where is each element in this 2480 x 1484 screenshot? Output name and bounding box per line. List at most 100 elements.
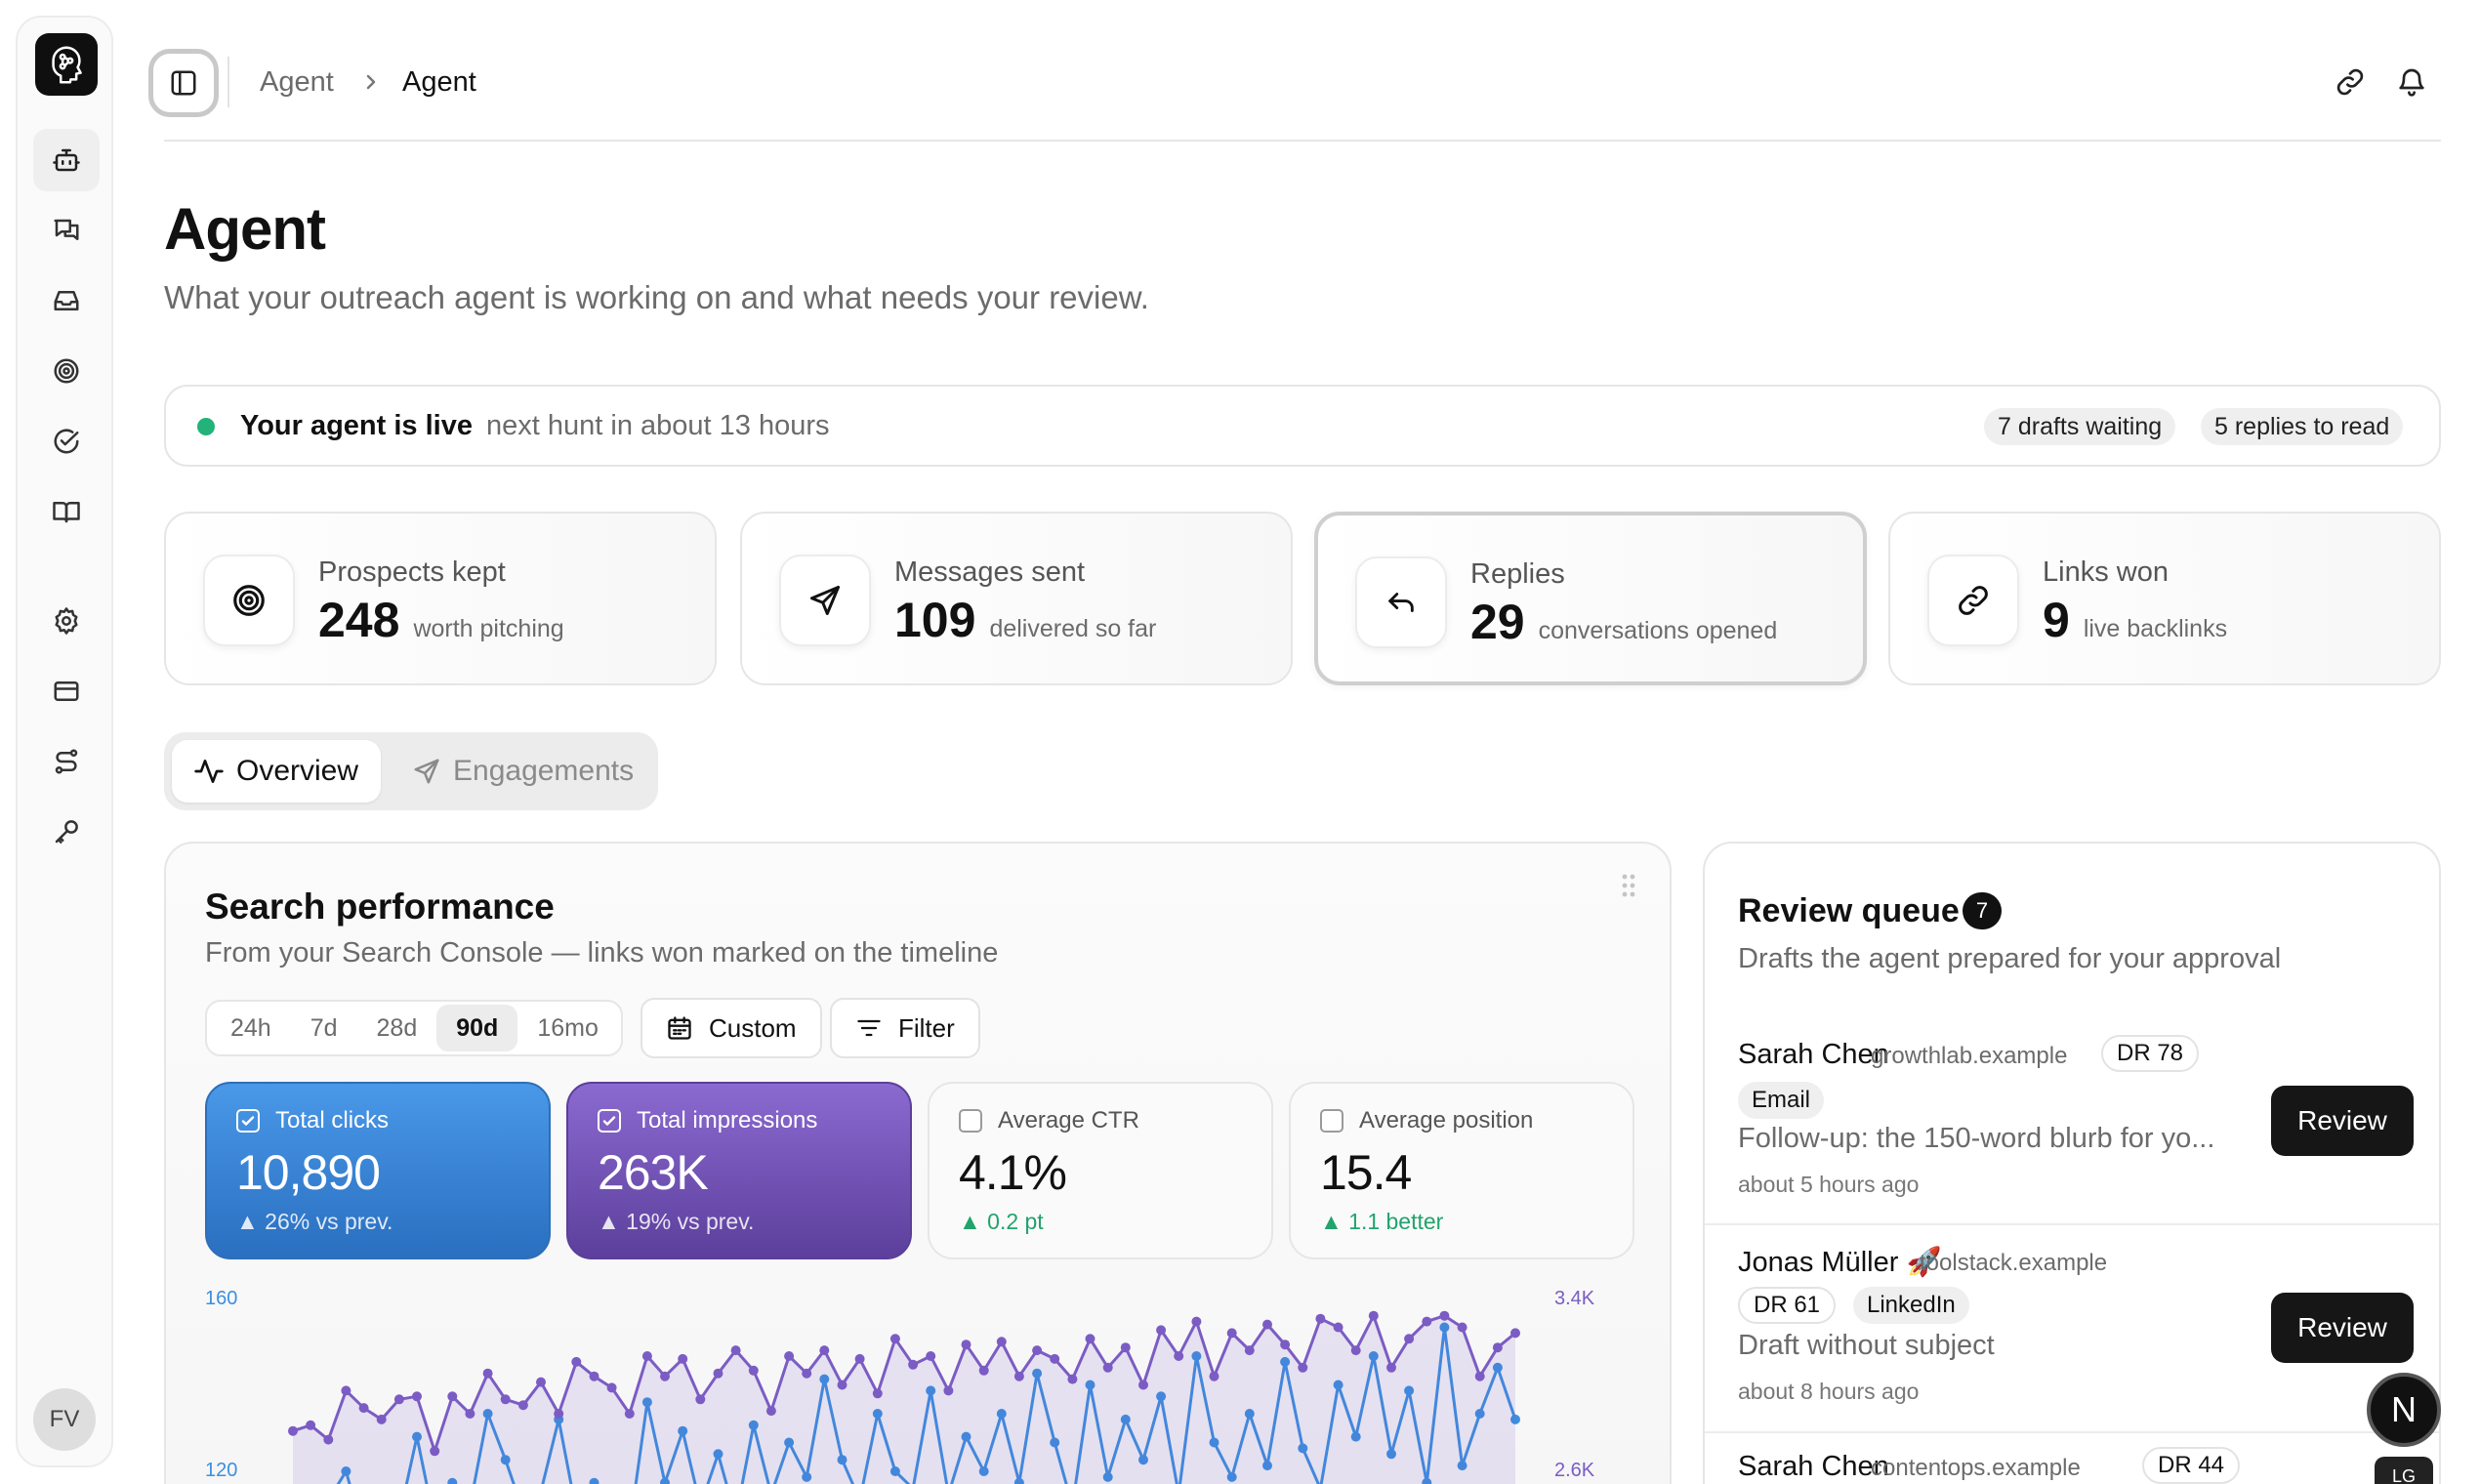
clicks-data-point[interactable]	[926, 1385, 936, 1396]
impressions-data-point[interactable]	[819, 1345, 830, 1356]
impressions-data-point[interactable]	[358, 1403, 369, 1414]
impressions-data-point[interactable]	[517, 1400, 528, 1411]
next-devtools-button[interactable]: N	[2367, 1373, 2441, 1447]
clicks-data-point[interactable]	[889, 1466, 900, 1476]
clicks-data-point[interactable]	[1298, 1443, 1308, 1454]
sidebar-toggle-button[interactable]	[148, 49, 219, 117]
checkbox-unchecked[interactable]	[1320, 1109, 1343, 1133]
impressions-data-point[interactable]	[288, 1425, 298, 1436]
impressions-data-point[interactable]	[802, 1368, 812, 1379]
impressions-data-point[interactable]	[341, 1385, 351, 1396]
impressions-data-point[interactable]	[1298, 1362, 1308, 1373]
impressions-data-point[interactable]	[1439, 1310, 1450, 1321]
clicks-data-point[interactable]	[482, 1409, 493, 1419]
impressions-data-point[interactable]	[748, 1365, 759, 1376]
impressions-data-point[interactable]	[1386, 1362, 1396, 1373]
impressions-data-point[interactable]	[482, 1368, 493, 1379]
clicks-data-point[interactable]	[1474, 1409, 1485, 1419]
copy-link-button[interactable]	[2331, 62, 2370, 102]
impressions-data-point[interactable]	[1174, 1351, 1184, 1361]
clicks-data-point[interactable]	[996, 1409, 1007, 1419]
impressions-data-point[interactable]	[996, 1337, 1007, 1347]
impressions-data-point[interactable]	[837, 1380, 847, 1390]
tab-overview[interactable]: Overview	[172, 740, 381, 803]
nav-settings[interactable]	[33, 590, 100, 652]
clicks-data-point[interactable]	[1422, 1477, 1432, 1484]
clicks-data-point[interactable]	[1404, 1385, 1415, 1396]
clicks-data-point[interactable]	[1102, 1471, 1113, 1482]
nav-inbox[interactable]	[33, 269, 100, 332]
nav-docs[interactable]	[33, 480, 100, 543]
impressions-data-point[interactable]	[571, 1356, 582, 1367]
nav-integrations[interactable]	[33, 730, 100, 793]
filter-button[interactable]: Filter	[830, 998, 980, 1058]
review-button[interactable]: Review	[2271, 1086, 2414, 1156]
nav-prospects[interactable]	[33, 340, 100, 402]
impressions-data-point[interactable]	[1510, 1328, 1520, 1339]
impressions-data-point[interactable]	[1280, 1340, 1291, 1350]
impressions-data-point[interactable]	[554, 1409, 564, 1419]
clicks-data-point[interactable]	[1120, 1414, 1131, 1424]
impressions-data-point[interactable]	[1050, 1353, 1060, 1364]
impressions-data-point[interactable]	[784, 1351, 795, 1361]
clicks-data-point[interactable]	[412, 1431, 422, 1442]
clicks-data-point[interactable]	[784, 1437, 795, 1448]
range-16mo[interactable]: 16mo	[537, 1014, 599, 1042]
impressions-data-point[interactable]	[500, 1394, 511, 1405]
impressions-data-point[interactable]	[1368, 1310, 1379, 1321]
metric-average-ctr[interactable]: Average CTR 4.1% ▲ 0.2 pt	[928, 1082, 1273, 1259]
impressions-data-point[interactable]	[1422, 1316, 1432, 1327]
checkbox-unchecked[interactable]	[959, 1109, 982, 1133]
stat-card-prospects[interactable]: Prospects kept 248 worth pitching	[164, 512, 717, 685]
impressions-data-point[interactable]	[660, 1371, 670, 1381]
impressions-data-point[interactable]	[961, 1340, 971, 1350]
clicks-data-point[interactable]	[713, 1449, 723, 1460]
clicks-data-point[interactable]	[500, 1455, 511, 1465]
range-90d[interactable]: 90d	[436, 1005, 518, 1051]
impressions-data-point[interactable]	[1226, 1328, 1237, 1339]
clicks-data-point[interactable]	[1244, 1409, 1255, 1419]
clicks-data-point[interactable]	[872, 1409, 883, 1419]
impressions-data-point[interactable]	[306, 1420, 316, 1430]
checkbox-checked[interactable]	[598, 1109, 621, 1133]
stat-card-replies[interactable]: Replies 29 conversations opened	[1314, 512, 1867, 685]
impressions-data-point[interactable]	[1209, 1371, 1219, 1381]
impressions-data-point[interactable]	[447, 1391, 458, 1402]
impressions-data-point[interactable]	[1315, 1313, 1326, 1324]
impressions-data-point[interactable]	[606, 1382, 617, 1393]
impressions-data-point[interactable]	[1404, 1334, 1415, 1344]
clicks-data-point[interactable]	[589, 1477, 599, 1484]
impressions-data-point[interactable]	[1032, 1345, 1043, 1356]
notifications-button[interactable]	[2392, 62, 2431, 102]
impressions-data-point[interactable]	[678, 1353, 688, 1364]
clicks-data-point[interactable]	[1226, 1471, 1237, 1482]
clicks-data-point[interactable]	[961, 1431, 971, 1442]
range-7d[interactable]: 7d	[310, 1014, 338, 1042]
clicks-data-point[interactable]	[660, 1477, 670, 1484]
clicks-data-point[interactable]	[1013, 1477, 1024, 1484]
clicks-data-point[interactable]	[1280, 1356, 1291, 1367]
impressions-data-point[interactable]	[730, 1345, 741, 1356]
impressions-data-point[interactable]	[1474, 1371, 1485, 1381]
impressions-data-point[interactable]	[1350, 1345, 1361, 1356]
stat-card-messages[interactable]: Messages sent 109 delivered so far	[740, 512, 1293, 685]
breadcrumb-item[interactable]: Agent	[260, 66, 334, 98]
impressions-data-point[interactable]	[1120, 1342, 1131, 1353]
avatar[interactable]: FV	[33, 1388, 96, 1451]
impressions-data-point[interactable]	[624, 1409, 635, 1419]
clicks-data-point[interactable]	[1333, 1380, 1343, 1390]
metric-total-impressions[interactable]: Total impressions 263K ▲ 19% vs prev.	[566, 1082, 912, 1259]
language-badge[interactable]: LG	[2375, 1457, 2433, 1484]
drafts-waiting-badge[interactable]: 7 drafts waiting	[1984, 408, 2176, 445]
clicks-data-point[interactable]	[447, 1477, 458, 1484]
impressions-data-point[interactable]	[393, 1394, 404, 1405]
impressions-data-point[interactable]	[1102, 1362, 1113, 1373]
clicks-data-point[interactable]	[978, 1466, 989, 1476]
impressions-data-point[interactable]	[908, 1359, 919, 1370]
impressions-data-point[interactable]	[978, 1365, 989, 1376]
clicks-data-point[interactable]	[1386, 1449, 1396, 1460]
clicks-data-point[interactable]	[837, 1455, 847, 1465]
clicks-data-point[interactable]	[1262, 1461, 1272, 1471]
clicks-data-point[interactable]	[641, 1397, 652, 1408]
impressions-data-point[interactable]	[1457, 1322, 1467, 1333]
